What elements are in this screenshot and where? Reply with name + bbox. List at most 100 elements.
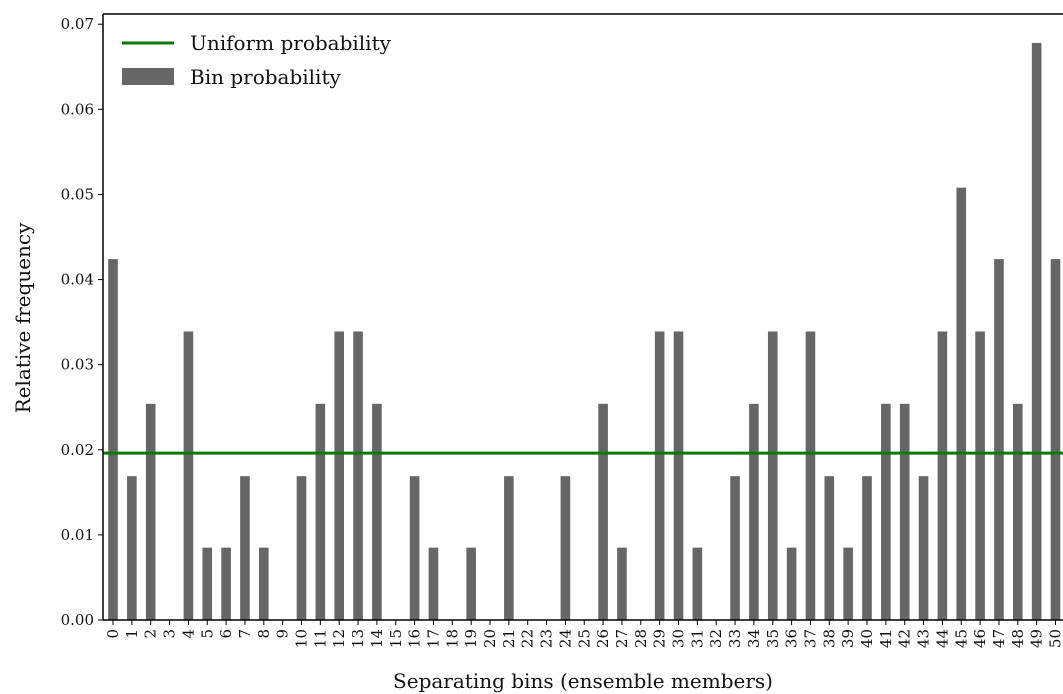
x-tick-label: 23 — [538, 629, 556, 648]
x-tick-label: 34 — [745, 629, 763, 648]
x-tick-label: 45 — [952, 629, 970, 648]
y-tick-label: 0.07 — [61, 15, 94, 33]
bar-43 — [918, 476, 929, 620]
bar-27 — [617, 547, 627, 620]
x-tick-label: 22 — [519, 629, 537, 648]
bar-46 — [975, 331, 985, 620]
bar-12 — [334, 331, 344, 620]
bar-17 — [428, 547, 439, 620]
bar-10 — [296, 476, 307, 620]
bar-50 — [1050, 259, 1061, 620]
axes-frame — [102, 13, 1063, 621]
x-tick-label: 27 — [613, 629, 631, 648]
x-tick-label: 10 — [293, 629, 311, 648]
y-tick-label: 0.01 — [61, 526, 94, 544]
bar-41 — [881, 403, 891, 620]
x-axis-label: Separating bins (ensemble members) — [393, 669, 773, 693]
bar-16 — [409, 476, 420, 620]
x-tick-label: 20 — [481, 629, 499, 648]
y-tick-label: 0.03 — [61, 356, 94, 374]
x-tick-label: 9 — [274, 629, 292, 639]
x-tick-label: 13 — [349, 629, 367, 648]
bar-26 — [598, 403, 608, 620]
bar-21 — [504, 476, 514, 620]
x-tick-label: 14 — [368, 629, 386, 648]
y-tick-label: 0.02 — [61, 441, 94, 459]
bar-29 — [654, 331, 665, 620]
bar-47 — [994, 259, 1004, 620]
x-tick-label: 44 — [933, 629, 951, 648]
x-tick-label: 5 — [198, 629, 216, 639]
x-tick-label: 37 — [801, 629, 819, 648]
x-tick-label: 4 — [179, 629, 197, 639]
bar-44 — [937, 331, 948, 620]
x-tick-label: 26 — [594, 629, 612, 648]
bar-24 — [560, 476, 571, 620]
x-axis-ticks: 0 1 2 3 4 5 6 7 8 9 10 11 12 13 14 15 16 17 18 19 20 21 22 23 24… — [104, 620, 1063, 648]
x-tick-label: 41 — [877, 629, 895, 648]
bar-34 — [749, 403, 759, 620]
x-tick-label: 1 — [123, 629, 141, 639]
x-tick-label: 32 — [707, 629, 725, 648]
y-tick-label: 0.06 — [61, 100, 94, 118]
bar-48 — [1013, 403, 1023, 620]
x-tick-label: 25 — [575, 629, 593, 648]
bar-2 — [145, 403, 156, 620]
x-tick-label: 48 — [1009, 629, 1027, 648]
x-tick-label: 2 — [142, 629, 160, 639]
y-axis-label: Relative frequency — [11, 222, 35, 414]
bar-7 — [240, 476, 250, 620]
bar-4 — [183, 331, 194, 620]
x-tick-label: 15 — [387, 629, 405, 648]
bar-45 — [956, 187, 967, 620]
bar-31 — [692, 547, 703, 620]
x-tick-label: 16 — [406, 629, 424, 648]
bar-11 — [315, 403, 326, 620]
x-tick-label: 19 — [462, 629, 480, 648]
x-tick-label: 7 — [236, 629, 254, 639]
x-tick-label: 38 — [820, 629, 838, 648]
x-tick-label: 11 — [311, 629, 329, 648]
y-tick-label: 0.05 — [61, 185, 94, 203]
bar-49 — [1031, 42, 1042, 620]
y-tick-label: 0.00 — [61, 611, 94, 629]
bar-42 — [899, 403, 910, 620]
x-tick-label: 24 — [556, 629, 574, 648]
x-tick-label: 33 — [726, 629, 744, 648]
x-tick-label: 18 — [443, 629, 461, 648]
bar-39 — [843, 547, 853, 620]
y-tick-label: 0.04 — [61, 271, 94, 289]
x-tick-label: 28 — [632, 629, 650, 648]
bar-series — [108, 42, 1061, 620]
bar-33 — [730, 476, 740, 620]
x-tick-label: 50 — [1047, 629, 1063, 648]
x-tick-label: 0 — [104, 629, 122, 639]
x-tick-label: 46 — [971, 629, 989, 648]
x-tick-label: 17 — [424, 629, 442, 648]
bar-19 — [466, 547, 476, 620]
x-tick-label: 40 — [858, 629, 876, 648]
x-tick-label: 31 — [688, 629, 706, 648]
bar-13 — [353, 331, 363, 620]
bar-38 — [824, 476, 835, 620]
x-tick-label: 39 — [839, 629, 857, 648]
bar-40 — [862, 476, 872, 620]
bar-37 — [805, 331, 816, 620]
x-tick-label: 47 — [990, 629, 1008, 648]
x-tick-label: 12 — [330, 629, 348, 648]
x-tick-label: 21 — [500, 629, 518, 648]
bar-8 — [259, 547, 269, 620]
bar-5 — [202, 547, 213, 620]
bar-6 — [221, 547, 231, 620]
legend-uniform-label: Uniform probability — [190, 31, 392, 55]
legend: Uniform probability Bin probability — [122, 31, 392, 89]
bar-36 — [786, 547, 797, 620]
legend-bin-swatch — [122, 68, 174, 85]
x-tick-label: 42 — [896, 629, 914, 648]
x-tick-label: 43 — [915, 629, 933, 648]
x-tick-label: 35 — [764, 629, 782, 648]
legend-bin-label: Bin probability — [190, 65, 341, 89]
bar-35 — [767, 331, 778, 620]
x-tick-label: 3 — [161, 629, 179, 639]
